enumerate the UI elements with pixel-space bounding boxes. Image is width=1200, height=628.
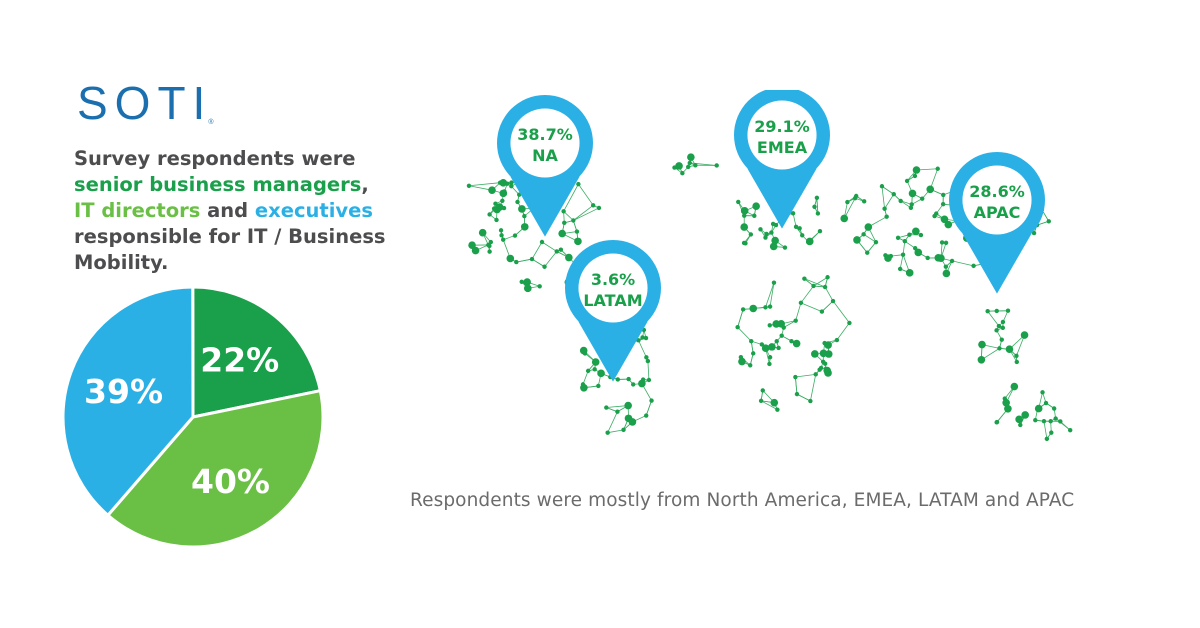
map-pin-latam: 3.6% LATAM bbox=[565, 240, 661, 382]
map-pin-na: 38.7% NA bbox=[497, 95, 593, 237]
pin-region-latam: LATAM bbox=[583, 291, 642, 310]
headline-line1: Survey respondents were bbox=[74, 147, 356, 170]
map-caption: Respondents were mostly from North Ameri… bbox=[410, 490, 1075, 511]
pin-value-apac: 28.6% bbox=[969, 182, 1025, 201]
pin-region-emea: EMEA bbox=[757, 138, 808, 157]
pie-slice-40 bbox=[105, 388, 325, 549]
headline-executives: executives bbox=[254, 199, 373, 222]
pin-region-apac: APAC bbox=[974, 203, 1021, 222]
headline-directors: IT directors bbox=[74, 199, 201, 222]
pie-label-39: 39% bbox=[84, 372, 163, 411]
logo-text: SOTI bbox=[77, 77, 213, 129]
pin-value-latam: 3.6% bbox=[591, 270, 635, 289]
map-pin-emea: 29.1% EMEA bbox=[734, 90, 830, 229]
pin-value-emea: 29.1% bbox=[754, 117, 810, 136]
pin-value-na: 38.7% bbox=[517, 125, 573, 144]
respondent-pie-chart: 22% 40% 39% bbox=[61, 285, 325, 549]
pie-slice-39 bbox=[61, 285, 195, 518]
headline-comma: , bbox=[361, 173, 369, 196]
headline-and: and bbox=[200, 199, 255, 222]
registered-mark: ® bbox=[208, 119, 214, 126]
map-pin-apac: 28.6% APAC bbox=[949, 152, 1045, 294]
pie-label-22: 22% bbox=[200, 341, 279, 380]
pie-slice-22 bbox=[191, 285, 323, 419]
headline-managers: senior business managers bbox=[74, 173, 362, 196]
pie-label-40: 40% bbox=[191, 462, 270, 501]
pin-region-na: NA bbox=[532, 146, 558, 165]
headline: Survey respondents were senior business … bbox=[74, 146, 404, 276]
world-network-map: 38.7% NA 29.1% EMEA 3.6% LATAM 28.6% APAC bbox=[466, 90, 1073, 442]
soti-logo: SOTI® bbox=[77, 80, 214, 126]
headline-rest: responsible for IT / Business Mobility. bbox=[74, 225, 386, 274]
